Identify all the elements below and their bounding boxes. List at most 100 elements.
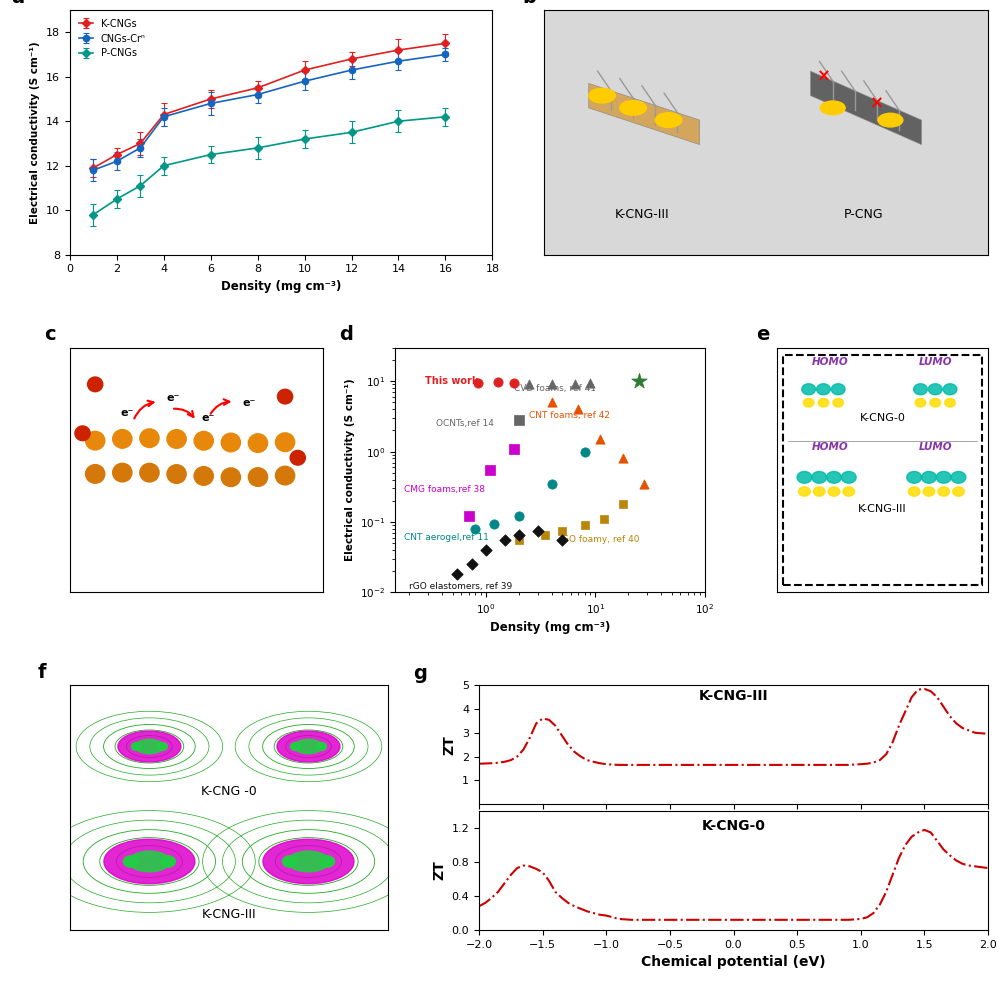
Ellipse shape [287,851,329,872]
Circle shape [222,433,241,452]
Ellipse shape [938,487,949,496]
Circle shape [277,389,292,404]
Circle shape [140,429,159,447]
Ellipse shape [803,398,814,407]
Text: ×: × [817,67,830,85]
Circle shape [157,743,168,750]
Polygon shape [810,71,921,145]
Ellipse shape [118,731,181,762]
Text: f: f [38,663,47,682]
Text: CMG foams,ref 38: CMG foams,ref 38 [404,485,485,494]
Text: K-CNG-III: K-CNG-III [699,689,768,703]
Circle shape [878,113,903,127]
Point [615,450,631,466]
Ellipse shape [826,471,841,483]
Y-axis label: Electrical conductivity (S cm⁻¹): Electrical conductivity (S cm⁻¹) [31,41,41,224]
Circle shape [316,743,326,750]
Point [577,444,593,460]
Text: a: a [11,0,24,7]
Circle shape [194,467,214,485]
Point [582,375,598,391]
Circle shape [113,463,132,482]
Point [506,375,522,391]
Y-axis label: ZT: ZT [432,861,446,880]
Point [521,376,537,392]
Ellipse shape [943,384,957,395]
Point [530,523,546,539]
Point [554,523,570,539]
Circle shape [275,466,294,485]
Text: LUMO: LUMO [918,357,952,367]
Text: LUMO: LUMO [918,442,952,452]
Circle shape [161,856,176,867]
X-axis label: Density (mg cm⁻³): Density (mg cm⁻³) [490,621,610,634]
Ellipse shape [907,471,921,483]
Ellipse shape [945,398,955,407]
Polygon shape [589,83,700,145]
Ellipse shape [135,739,164,754]
Ellipse shape [930,398,940,407]
Text: b: b [522,0,536,7]
Ellipse shape [831,384,845,395]
Point [570,401,586,417]
Ellipse shape [813,487,825,496]
Circle shape [249,434,267,452]
Point [511,508,527,524]
Ellipse shape [277,731,340,762]
Point [636,476,652,492]
Circle shape [113,430,132,448]
Point [461,508,477,524]
Ellipse shape [915,398,926,407]
Text: e⁻: e⁻ [202,413,215,423]
Circle shape [132,743,142,750]
Ellipse shape [262,839,354,884]
Ellipse shape [129,851,170,872]
Legend: K-CNGs, CNGs-Crⁿ, P-CNGs: K-CNGs, CNGs-Crⁿ, P-CNGs [75,15,150,62]
Circle shape [86,465,105,483]
Ellipse shape [833,398,843,407]
Point [449,566,465,582]
Point [567,376,583,392]
X-axis label: Chemical potential (eV): Chemical potential (eV) [641,955,825,969]
Point [511,532,527,548]
Text: K-CNG-III: K-CNG-III [615,208,670,221]
Point [506,441,522,457]
Point [631,373,647,389]
Point [596,511,612,527]
Point [464,556,480,572]
Point [467,521,483,537]
Point [544,394,560,410]
Text: ×: × [870,94,884,112]
Circle shape [222,468,241,487]
Text: P-CNG: P-CNG [844,208,883,221]
X-axis label: Density (mg cm⁻³): Density (mg cm⁻³) [221,280,341,293]
Text: e⁻: e⁻ [166,393,180,403]
Circle shape [124,856,139,867]
Y-axis label: ZT: ZT [442,735,457,755]
Point [554,532,570,548]
Circle shape [290,743,300,750]
Circle shape [140,463,159,482]
Circle shape [282,856,297,867]
Point [482,462,498,478]
Circle shape [88,377,103,392]
Circle shape [86,431,105,450]
Text: CNT foams, ref 42: CNT foams, ref 42 [529,411,610,420]
Point [490,374,506,390]
Circle shape [290,450,305,465]
Ellipse shape [923,487,935,496]
Point [577,517,593,533]
Text: CVD foams, ref 41: CVD foams, ref 41 [514,384,596,393]
Text: g: g [413,664,427,683]
Circle shape [589,88,616,103]
Point [544,476,560,492]
Ellipse shape [928,384,942,395]
Circle shape [319,856,334,867]
Circle shape [167,465,187,483]
Bar [783,355,982,585]
Text: GO foamy, ref 40: GO foamy, ref 40 [562,535,640,544]
Point [511,412,527,428]
Ellipse shape [921,471,936,483]
Point [497,532,513,548]
Ellipse shape [797,471,811,483]
